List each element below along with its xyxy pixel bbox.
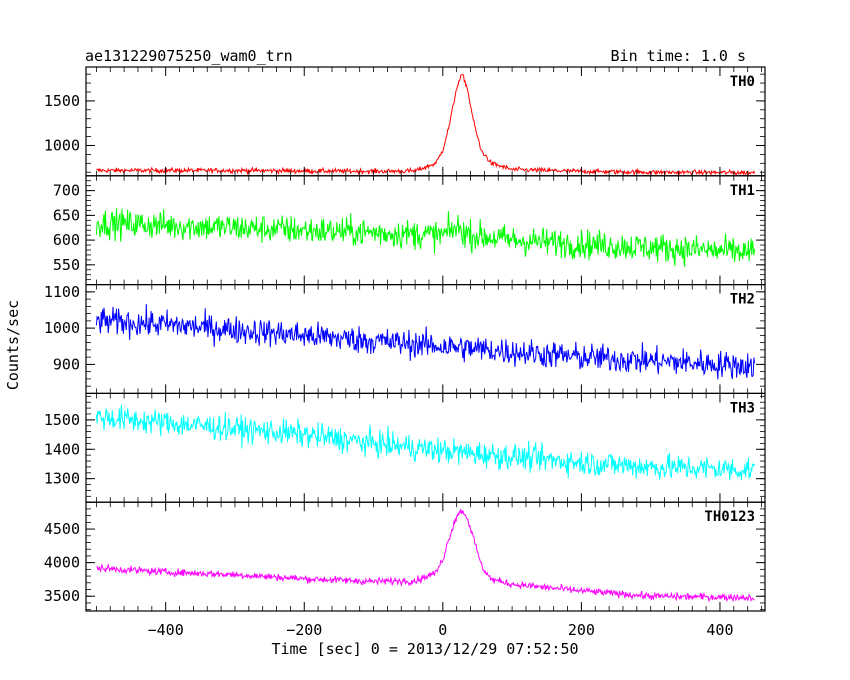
x-axis: −400 −200 0 200 400 xyxy=(148,621,734,639)
series-line-th0 xyxy=(96,74,756,176)
x-tick-label: 200 xyxy=(568,621,595,639)
panel-th1: 550 600 650 700 TH1 xyxy=(53,175,766,286)
y-tick-label: 1500 xyxy=(44,411,80,429)
y-axis-label: Counts/sec xyxy=(4,300,22,390)
panels-group: 1000 1500 TH0 550 600 650 700 TH1 900 1000 1100 TH2… xyxy=(44,66,766,612)
y-tick-label: 1400 xyxy=(44,440,80,458)
y-tick-label: 1300 xyxy=(44,470,80,488)
y-tick-label: 900 xyxy=(53,355,80,373)
y-tick-label: 4000 xyxy=(44,554,80,572)
x-tick-label: −200 xyxy=(286,621,322,639)
series-line-th2 xyxy=(95,304,756,380)
panel-th0123: 3500 4000 4500 TH0123 xyxy=(44,501,766,612)
panel-label-th2: TH2 xyxy=(730,292,755,308)
panel-label-th3: TH3 xyxy=(730,400,755,416)
series-line-th1 xyxy=(95,208,756,267)
x-tick-label: −400 xyxy=(148,621,184,639)
y-tick-label: 550 xyxy=(53,256,80,274)
y-tick-label: 1000 xyxy=(44,136,80,154)
y-tick-label: 1000 xyxy=(44,319,80,337)
panel-label-th0: TH0 xyxy=(730,74,755,90)
panel-frame xyxy=(85,66,766,177)
y-tick-label: 700 xyxy=(53,182,80,200)
panel-th2: 900 1000 1100 TH2 xyxy=(44,283,766,395)
series-line-th0123 xyxy=(96,509,755,603)
bin-time-label: Bin time: 1.0 s xyxy=(611,47,746,65)
y-tick-label: 650 xyxy=(53,206,80,224)
y-tick-label: 1100 xyxy=(44,283,80,301)
panel-th3: 1300 1400 1500 TH3 xyxy=(44,392,766,503)
y-tick-label: 4500 xyxy=(44,520,80,538)
series-line-th3 xyxy=(95,404,756,481)
x-tick-label: 0 xyxy=(438,621,447,639)
chart-title: ae131229075250_wam0_trn xyxy=(85,47,293,65)
panel-label-th0123: TH0123 xyxy=(704,509,755,525)
x-tick-label: 400 xyxy=(706,621,733,639)
y-tick-label: 3500 xyxy=(44,587,80,605)
y-tick-label: 1500 xyxy=(44,92,80,110)
x-axis-label: Time [sec] 0 = 2013/12/29 07:52:50 xyxy=(271,640,578,658)
panel-label-th1: TH1 xyxy=(730,183,755,199)
panel-frame xyxy=(85,501,766,612)
panel-th0: 1000 1500 TH0 xyxy=(44,66,766,177)
y-tick-label: 600 xyxy=(53,231,80,249)
